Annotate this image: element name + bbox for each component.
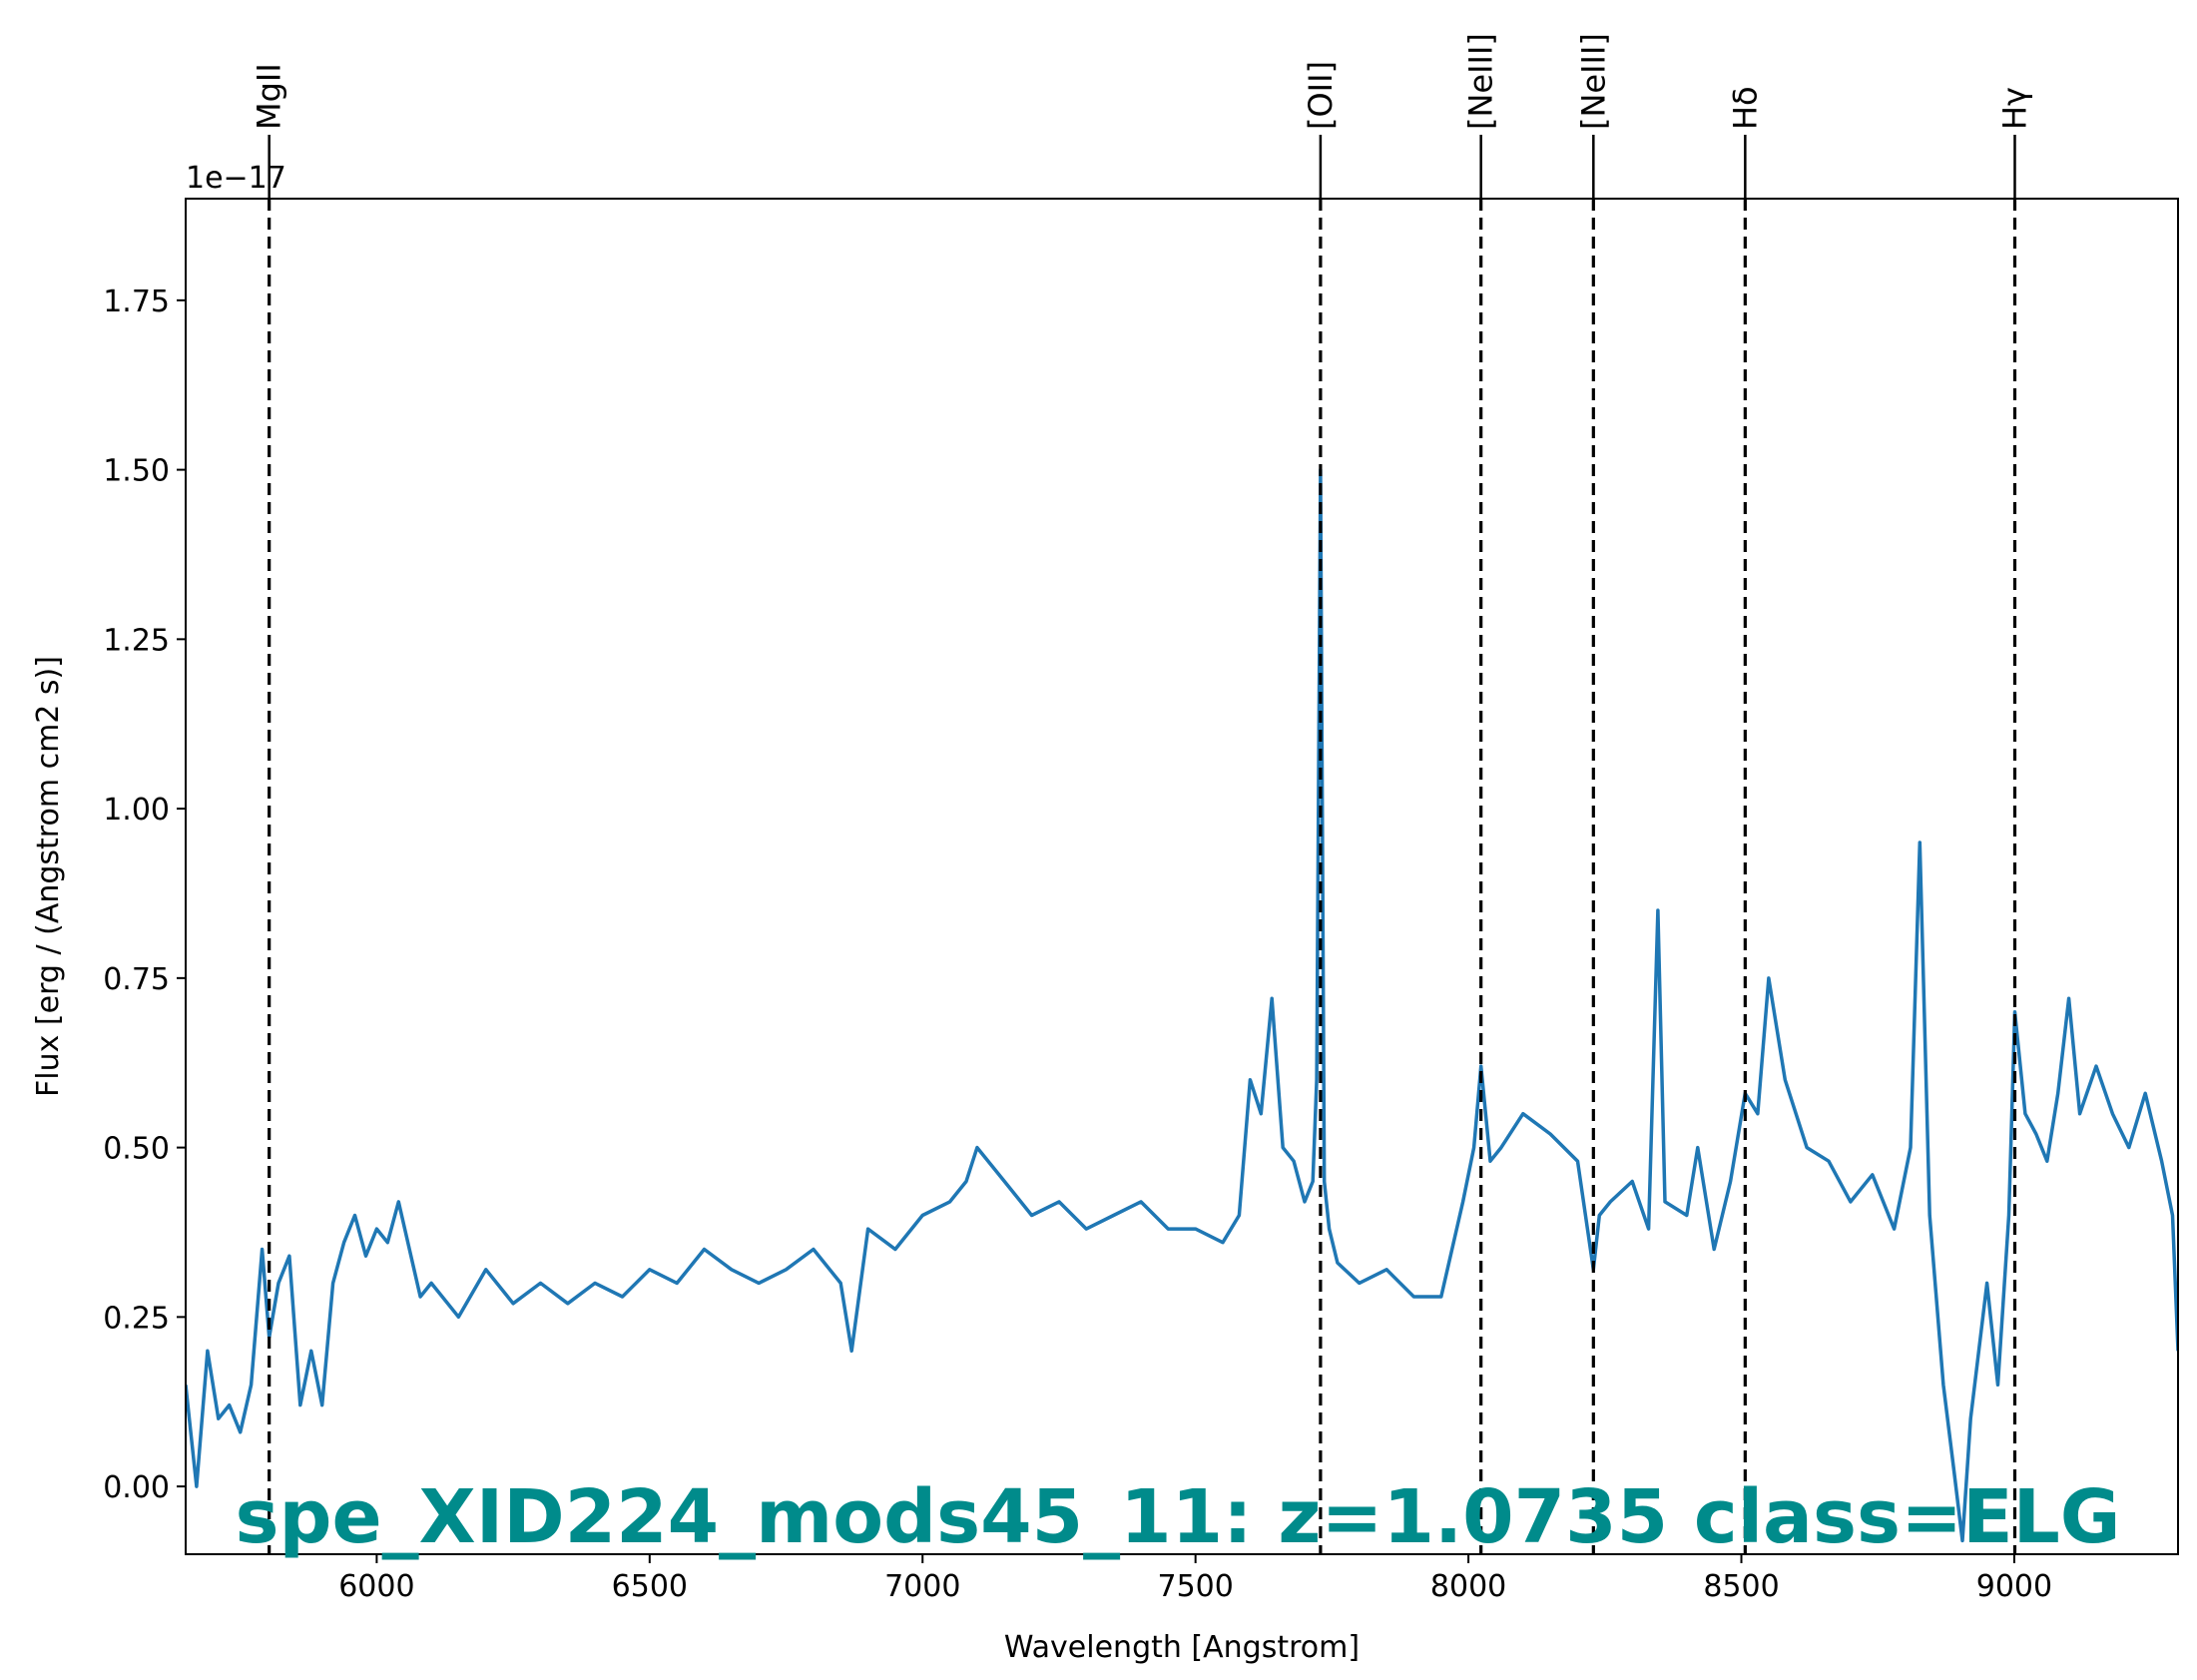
- spectral-line-markers: [268, 199, 2017, 1554]
- x-tick-label: 9000: [1976, 1569, 2052, 1604]
- x-tick-label: 6000: [338, 1569, 414, 1604]
- y-tick-label: 0.25: [103, 1301, 170, 1336]
- y-tick-label: 1.00: [103, 793, 170, 828]
- y-axis-title: Flux [erg / (Angstrom cm2 s)]: [31, 656, 66, 1097]
- spectral-line-label: [NeIII]: [1574, 33, 1612, 130]
- x-axis: 6000 6500 7000 7500 8000 8500 9000: [338, 1554, 2052, 1604]
- spectral-line-label: Hδ: [1726, 86, 1764, 130]
- x-tick-label: 7000: [884, 1569, 960, 1604]
- spectral-line-label: [NeIII]: [1462, 33, 1500, 130]
- x-tick-label: 8000: [1430, 1569, 1506, 1604]
- chart-title: spe_XID224_mods45_11: z=1.0735 class=ELG: [235, 1474, 2120, 1560]
- x-tick-label: 6500: [612, 1569, 688, 1604]
- plot-frame: [185, 198, 2179, 1555]
- y-tick-label: 0.00: [103, 1470, 170, 1505]
- x-tick-label: 7500: [1157, 1569, 1233, 1604]
- spectrum-series-line: [186, 467, 2178, 1543]
- x-tick-label: 8500: [1703, 1569, 1779, 1604]
- spectral-line-label: MgII: [251, 63, 288, 130]
- y-tick-label: 0.75: [103, 962, 170, 997]
- x-axis-title: Wavelength [Angstrom]: [1004, 1630, 1360, 1665]
- y-tick-label: 1.75: [103, 284, 170, 319]
- spectral-line-label: Hγ: [1995, 87, 2033, 130]
- y-offset-label: 1e−17: [186, 161, 286, 196]
- spectral-line-label: [OII]: [1302, 61, 1340, 130]
- y-tick-label: 1.50: [103, 454, 170, 489]
- spectral-line-labels: MgII [OII] [NeIII] [NeIII] Hδ Hγ: [251, 33, 2033, 199]
- plot-content: [186, 467, 2178, 1543]
- y-tick-label: 0.50: [103, 1132, 170, 1167]
- y-tick-label: 1.25: [103, 623, 170, 658]
- y-axis: 0.00 0.25 0.50 0.75 1.00 1.25 1.50 1.75: [103, 284, 186, 1505]
